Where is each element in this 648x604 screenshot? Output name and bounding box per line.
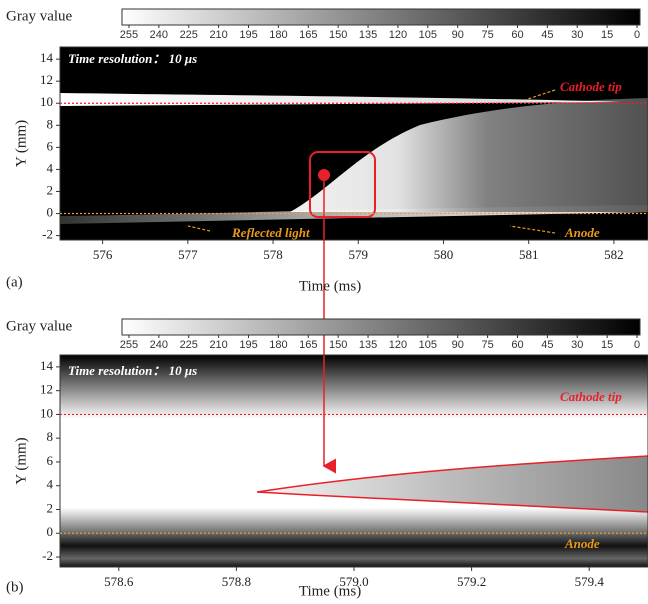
y-tick-label: 4 — [47, 160, 54, 175]
x-tick-label: 582 — [604, 247, 624, 262]
colorbar-tick-label: 195 — [239, 29, 257, 41]
colorbar-tick-label: 60 — [511, 339, 523, 351]
colorbar-tick-label: 210 — [209, 339, 227, 351]
colorbar-tick-label: 255 — [120, 339, 138, 351]
x-tick-label: 580 — [434, 247, 454, 262]
colorbar-tick-label: 225 — [180, 29, 198, 41]
annotation: Cathode tip — [560, 389, 622, 404]
colorbar-tick-label: 75 — [481, 29, 493, 41]
colorbar-tick-label: 105 — [419, 29, 437, 41]
x-tick-label: 579.2 — [457, 574, 486, 589]
y-tick-label: 2 — [47, 500, 54, 515]
x-tick-label: 579.0 — [339, 574, 368, 589]
annotation: Cathode tip — [560, 79, 622, 94]
x-tick-label: 578.8 — [222, 574, 251, 589]
colorbar-tick-label: 150 — [329, 29, 347, 41]
colorbar-label: Gray value — [6, 8, 73, 24]
colorbar-tick-label: 15 — [601, 29, 613, 41]
y-axis-label: Y (mm) — [13, 437, 29, 484]
x-tick-label: 579.4 — [575, 574, 605, 589]
x-axis-label: Time (ms) — [299, 583, 361, 599]
plot-frame — [59, 46, 648, 241]
colorbar-tick-label: 165 — [299, 339, 317, 351]
colorbar-tick-label: 180 — [269, 29, 287, 41]
colorbar-tick-label: 120 — [389, 339, 407, 351]
colorbar-tick-label: 150 — [329, 339, 347, 351]
colorbar-tick-label: 0 — [634, 339, 640, 351]
colorbar-tick-label: 240 — [150, 339, 168, 351]
annotation: Time resolution： 10 μs — [68, 51, 197, 66]
colorbar-tick-label: 75 — [481, 339, 493, 351]
y-tick-label: 10 — [40, 94, 53, 109]
y-tick-label: 8 — [47, 429, 54, 444]
streak-image-a — [60, 47, 648, 240]
colorbar-tick-label: 135 — [359, 29, 377, 41]
highlight-dot — [318, 169, 330, 181]
colorbar-tick-label: 30 — [571, 29, 583, 41]
colorbar-label: Gray value — [6, 318, 73, 334]
streak-image-b — [60, 355, 648, 567]
colorbar — [121, 8, 641, 26]
y-tick-label: -2 — [42, 227, 53, 242]
colorbar-tick-label: 165 — [299, 29, 317, 41]
y-tick-label: 6 — [47, 138, 54, 153]
colorbar-tick-label: 45 — [541, 29, 553, 41]
colorbar-tick-label: 15 — [601, 339, 613, 351]
x-axis-label: Time (ms) — [299, 278, 361, 294]
x-tick-label: 581 — [519, 247, 539, 262]
colorbar-tick-label: 255 — [120, 29, 138, 41]
panel-label: (a) — [6, 274, 23, 290]
panel-label: (b) — [6, 579, 24, 595]
colorbar-tick-label: 120 — [389, 29, 407, 41]
colorbar-tick-label: 195 — [239, 339, 257, 351]
annotation: Anode — [564, 225, 600, 240]
colorbar-tick-label: 180 — [269, 339, 287, 351]
y-tick-label: 4 — [47, 477, 54, 492]
x-tick-label: 577 — [178, 247, 198, 262]
colorbar-tick-label: 210 — [209, 29, 227, 41]
annotation: Reflected light — [231, 225, 310, 240]
colorbar-tick-label: 105 — [419, 339, 437, 351]
colorbar-tick-label: 45 — [541, 339, 553, 351]
y-tick-label: 0 — [47, 205, 54, 220]
y-tick-label: 8 — [47, 116, 54, 131]
colorbar — [121, 318, 641, 336]
y-tick-label: 12 — [40, 382, 53, 397]
colorbar-tick-label: 30 — [571, 339, 583, 351]
leader-lines — [187, 89, 556, 234]
colorbar-tick-label: 90 — [452, 29, 464, 41]
y-axis-label: Y (mm) — [13, 120, 29, 167]
x-tick-label: 578.6 — [104, 574, 134, 589]
y-tick-label: 12 — [40, 72, 53, 87]
y-tick-label: 14 — [40, 50, 54, 65]
x-tick-label: 576 — [93, 247, 113, 262]
y-tick-label: 10 — [40, 405, 53, 420]
annotation: Time resolution： 10 μs — [68, 363, 197, 378]
y-tick-label: 6 — [47, 453, 54, 468]
colorbar-tick-label: 240 — [150, 29, 168, 41]
colorbar-tick-label: 225 — [180, 339, 198, 351]
colorbar-tick-label: 0 — [634, 29, 640, 41]
colorbar-tick-label: 135 — [359, 339, 377, 351]
y-tick-label: -2 — [42, 548, 53, 563]
x-tick-label: 578 — [263, 247, 283, 262]
colorbar-tick-label: 90 — [452, 339, 464, 351]
y-tick-label: 14 — [40, 358, 54, 373]
highlight-box — [309, 151, 376, 218]
y-tick-label: 0 — [47, 524, 54, 539]
colorbar-tick-label: 60 — [511, 29, 523, 41]
x-tick-label: 579 — [349, 247, 369, 262]
y-tick-label: 2 — [47, 182, 54, 197]
annotation: Anode — [564, 536, 600, 551]
